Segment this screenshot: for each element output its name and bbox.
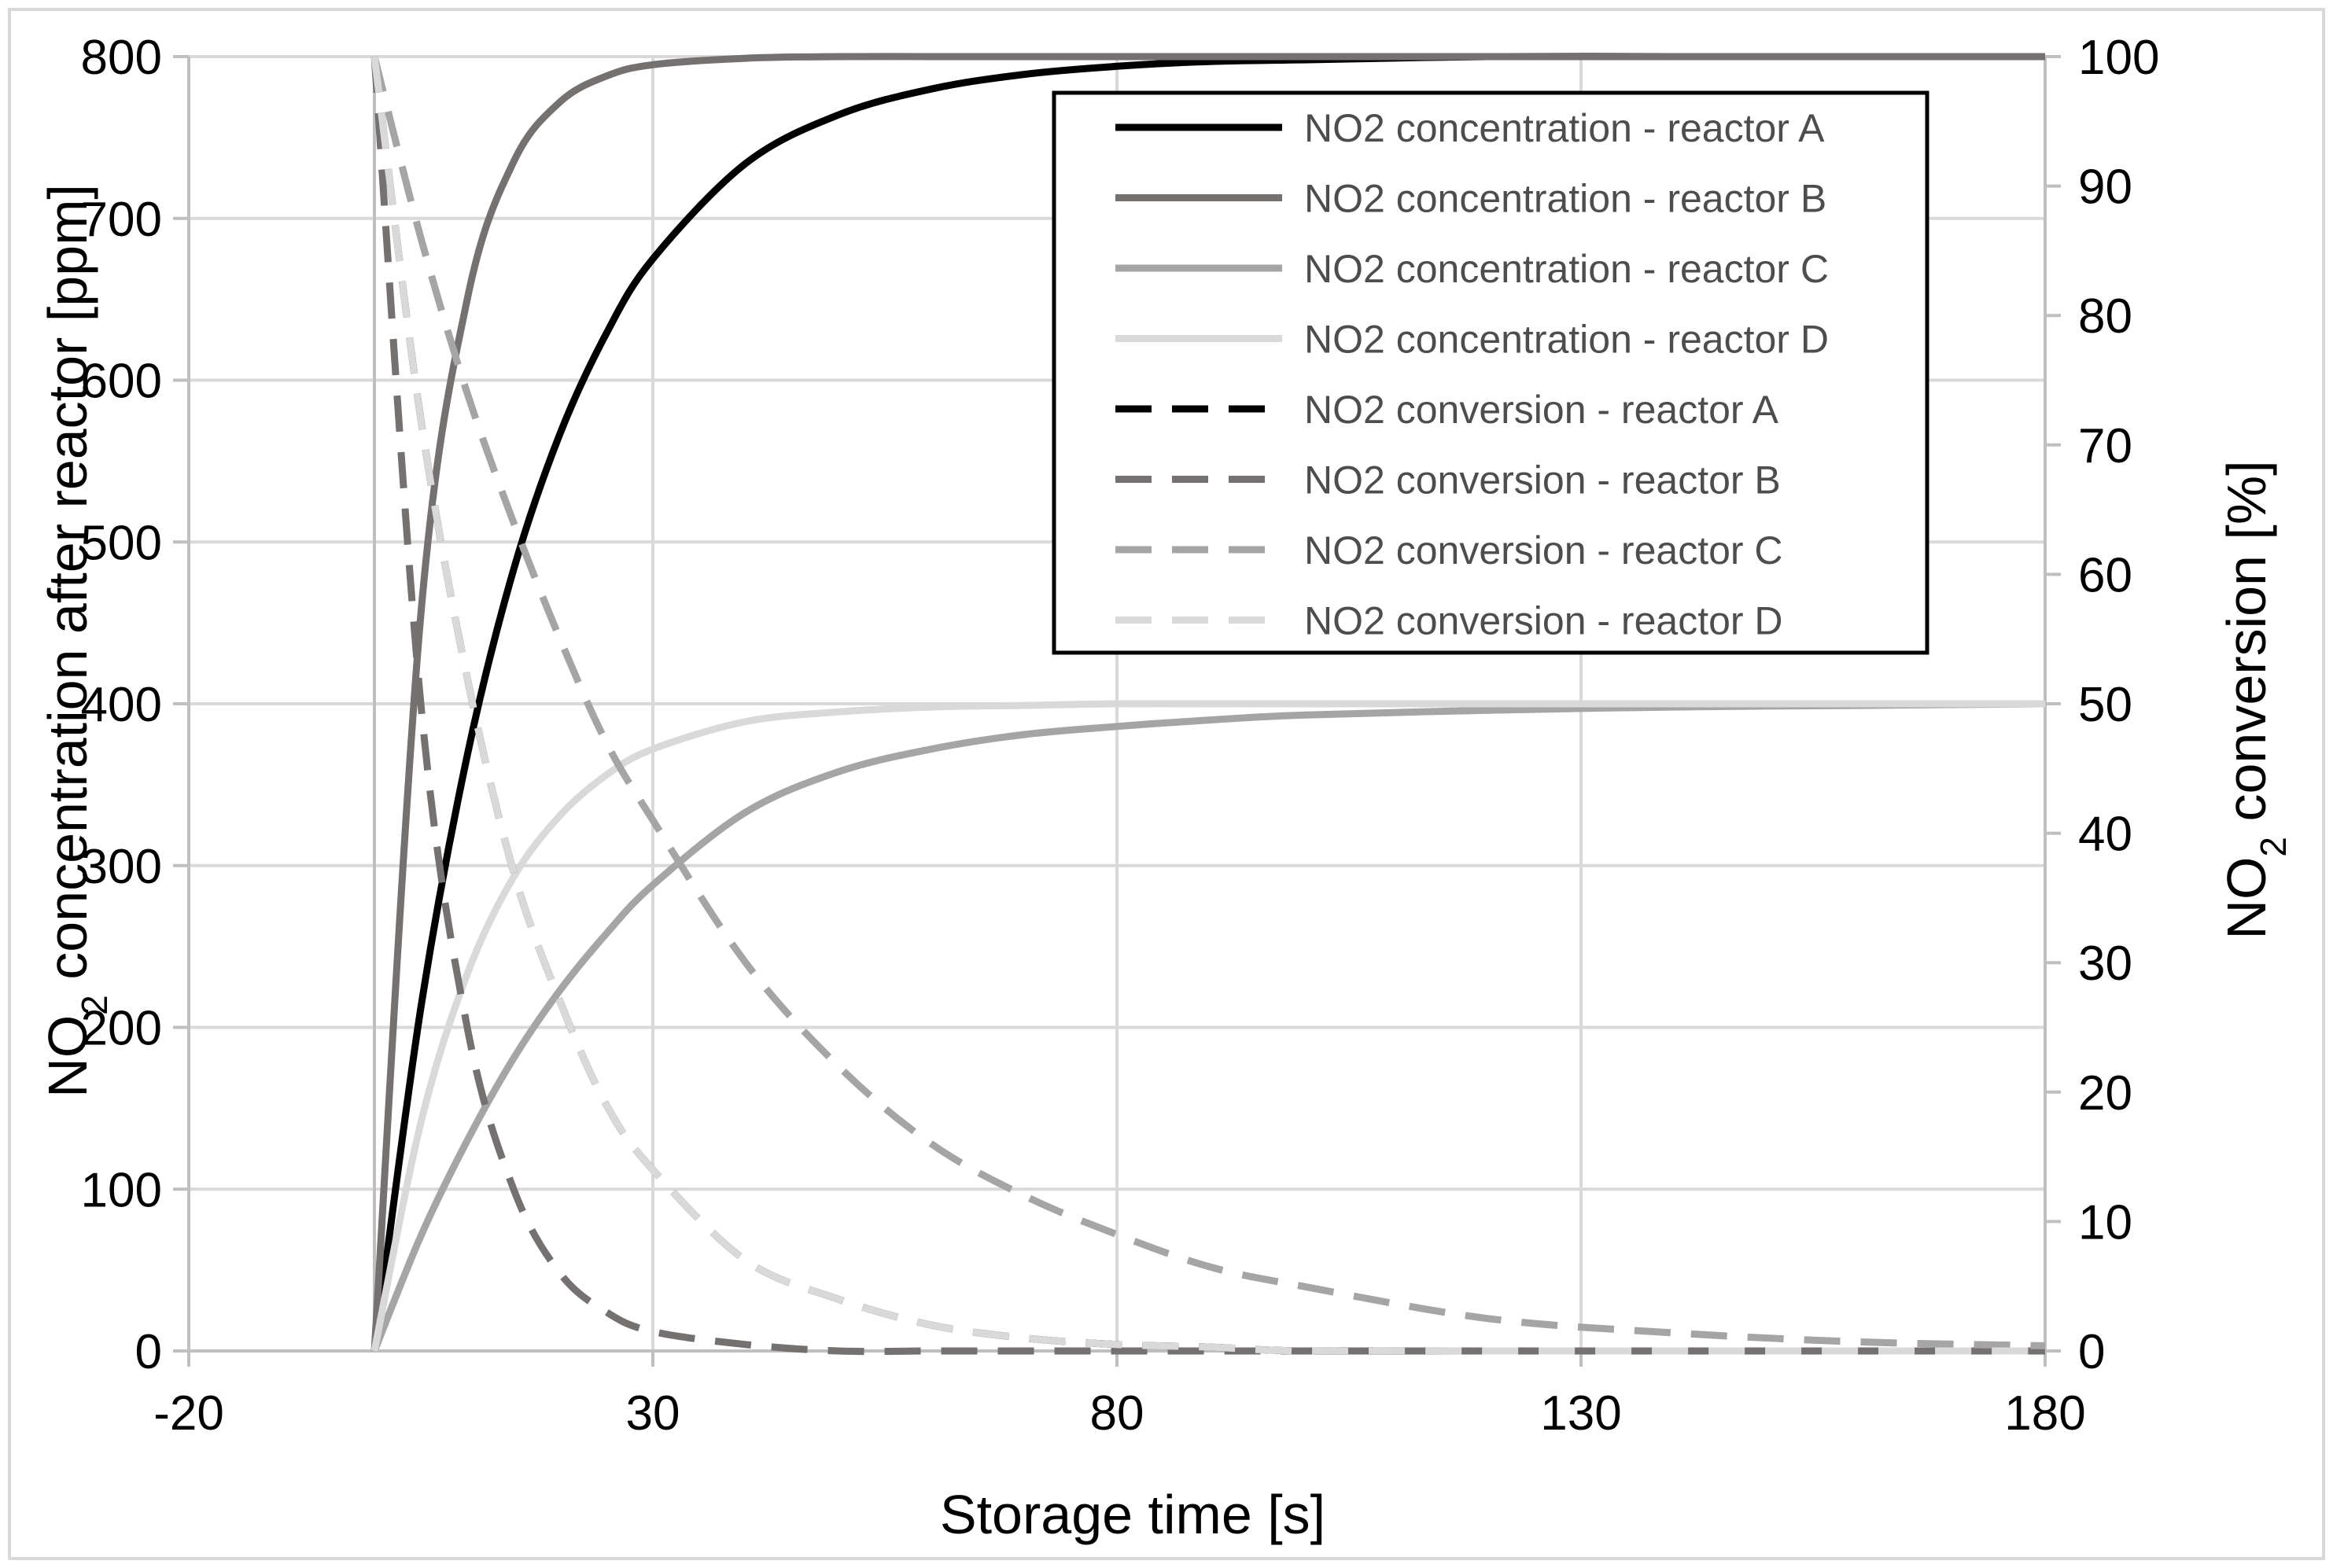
x-tick-label: 180	[2004, 1386, 2085, 1441]
series-line-4	[370, 700, 2045, 1352]
y-tick-label: 500	[81, 516, 162, 570]
legend-label-6: NO2 conversion - reactor B	[1304, 458, 1781, 502]
series-line-7	[370, 55, 2046, 1349]
y-tick-label: 800	[81, 31, 162, 85]
x-tick-label: -20	[153, 1386, 224, 1441]
series-line-6	[370, 56, 2045, 1356]
y-tick-label: 0	[135, 1325, 162, 1379]
y2-tick-label: 0	[2078, 1325, 2105, 1379]
series-line-3	[370, 700, 2046, 1353]
y2-tick-label: 30	[2078, 937, 2132, 991]
x-tick-label: 130	[1540, 1386, 1621, 1441]
y2-tick-label: 50	[2078, 678, 2132, 732]
y2-tick-label: 20	[2078, 1066, 2132, 1121]
y2-tick-label: 40	[2078, 808, 2132, 862]
legend: NO2 concentration - reactor A NO2 concent…	[1052, 90, 1929, 655]
legend-label-7: NO2 conversion - reactor C	[1304, 528, 1783, 572]
legend-label-3: NO2 concentration - reactor C	[1304, 247, 1829, 291]
y-tick-label: 600	[81, 355, 162, 409]
legend-label-4: NO2 concentration - reactor D	[1304, 318, 1829, 362]
y-tick-label: 700	[81, 193, 162, 247]
y-axis-title: NO2 concentration after reactor [ppm]	[37, 184, 115, 1098]
legend-label-5: NO2 conversion - reactor A	[1304, 388, 1779, 432]
y2-tick-label: 90	[2078, 160, 2132, 215]
y-tick-label: 300	[81, 840, 162, 894]
x-tick-label: 30	[626, 1386, 680, 1441]
y2-tick-label: 70	[2078, 419, 2132, 473]
y-tick-label: 100	[81, 1163, 162, 1217]
y2-tick-label: 100	[2078, 31, 2159, 85]
y2-tick-label: 60	[2078, 548, 2132, 602]
x-axis-title: Storage time [s]	[940, 1484, 1325, 1545]
y2-tick-label: 80	[2078, 289, 2132, 344]
series-lines	[370, 53, 2046, 1356]
x-tick-label: 80	[1090, 1386, 1144, 1441]
y2-tick-label: 10	[2078, 1195, 2132, 1250]
y2-axis-title: NO2 conversion [%]	[2216, 460, 2294, 939]
series-line-8	[370, 56, 2045, 1355]
legend-items: NO2 concentration - reactor A NO2 concent…	[1115, 106, 1829, 643]
y-tick-label: 400	[81, 678, 162, 732]
legend-label-8: NO2 conversion - reactor D	[1304, 599, 1783, 643]
legend-label-1: NO2 concentration - reactor A	[1304, 106, 1825, 150]
legend-box	[1052, 90, 1929, 655]
legend-label-2: NO2 concentration - reactor B	[1304, 177, 1826, 221]
y-tick-label: 200	[81, 1002, 162, 1056]
series-line-2	[370, 53, 2045, 1352]
tick-labels: 0 100 200 300 400 500 600 700 800 -20 30 80 130 180 0 1…	[81, 31, 2160, 1441]
